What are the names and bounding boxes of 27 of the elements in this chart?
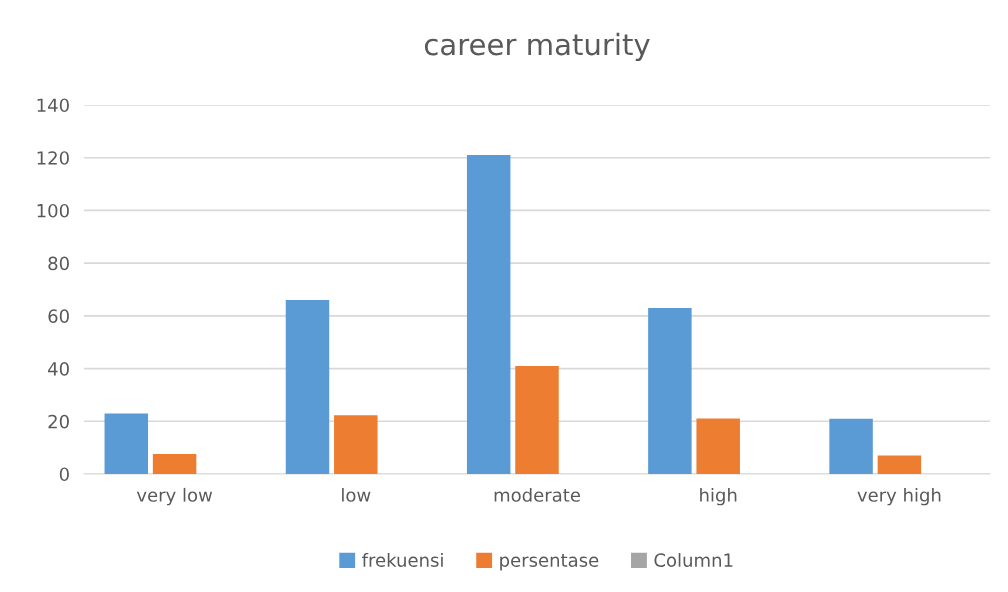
legend-label: Column1 — [654, 552, 733, 567]
x-tick-label: low — [342, 487, 371, 502]
legend-label: frekuensi — [362, 552, 443, 567]
bar — [648, 307, 692, 474]
legend-label: persentase — [500, 554, 599, 571]
y-tick-label: 80 — [48, 256, 69, 271]
y-tick-label: 20 — [48, 414, 69, 429]
bar — [466, 155, 511, 474]
x-tick-label: very high — [857, 487, 941, 506]
x-tick-label: very low — [136, 487, 213, 506]
bar — [334, 415, 378, 474]
chart-title: career maturity — [424, 32, 650, 62]
bar — [152, 453, 197, 474]
y-tick-label: 40 — [48, 362, 69, 376]
bar — [696, 418, 740, 474]
x-tick-label: high — [700, 487, 737, 506]
y-tick-label: 60 — [48, 309, 69, 323]
bar — [285, 300, 330, 474]
bar — [877, 455, 922, 474]
y-tick-label: 100 — [37, 203, 69, 218]
x-tick-label: moderate — [494, 487, 580, 502]
bar — [104, 413, 149, 474]
bar — [829, 418, 873, 474]
y-tick-label: 0 — [59, 467, 69, 482]
y-tick-label: 140 — [37, 98, 69, 113]
bar — [515, 365, 559, 474]
y-tick-label: 120 — [37, 151, 69, 165]
